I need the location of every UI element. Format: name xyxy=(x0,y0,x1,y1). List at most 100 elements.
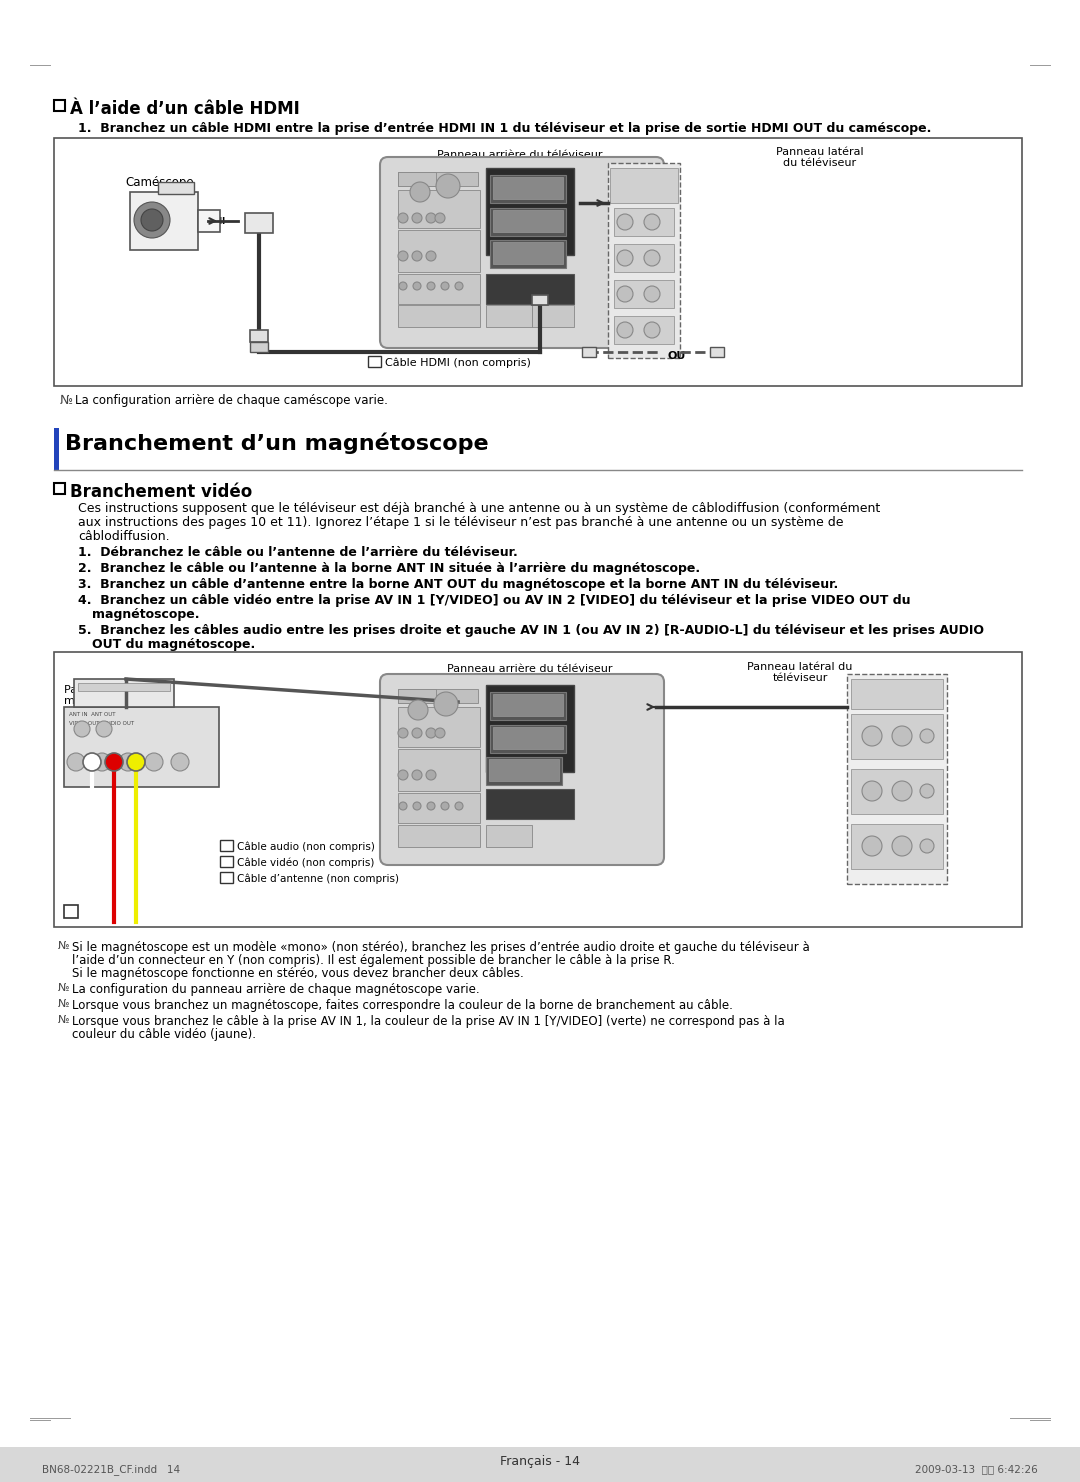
Text: COMPONENT IN: COMPONENT IN xyxy=(420,833,458,837)
Circle shape xyxy=(413,802,421,811)
Text: HDMI: HDMI xyxy=(200,216,225,225)
Text: COMPONENT IN: COMPONENT IN xyxy=(420,313,458,317)
Text: DIGITAL: DIGITAL xyxy=(499,828,518,833)
Text: 5: 5 xyxy=(221,840,227,851)
Circle shape xyxy=(426,213,436,222)
Circle shape xyxy=(134,202,170,239)
Text: VIDEO OUT  AUDIO OUT: VIDEO OUT AUDIO OUT xyxy=(69,722,134,726)
Text: 2.  Branchez le câble ou l’antenne à la borne ANT IN située à l’arrière du magné: 2. Branchez le câble ou l’antenne à la b… xyxy=(78,562,700,575)
Circle shape xyxy=(892,836,912,857)
Text: Ces instructions supposent que le téléviseur est déjà branché à une antenne ou à: Ces instructions supposent que le télévi… xyxy=(78,502,880,516)
Bar xyxy=(399,707,480,747)
Text: 4.  Branchez un câble vidéo entre la prise AV IN 1 [Y/VIDEO] ou AV IN 2 [VIDEO] : 4. Branchez un câble vidéo entre la pris… xyxy=(78,594,910,608)
Circle shape xyxy=(644,322,660,338)
Bar xyxy=(615,316,674,344)
Bar xyxy=(532,295,548,305)
Bar xyxy=(490,725,566,753)
Text: 2: 2 xyxy=(65,906,72,916)
Circle shape xyxy=(617,286,633,302)
Text: AUDIO: AUDIO xyxy=(408,691,426,695)
Text: AUDIO OUT: AUDIO OUT xyxy=(423,193,455,197)
Circle shape xyxy=(426,728,436,738)
Bar xyxy=(64,707,219,787)
Text: magnétoscope.: magnétoscope. xyxy=(92,608,200,621)
Text: OUT du magnétoscope.: OUT du magnétoscope. xyxy=(92,637,255,651)
Bar xyxy=(490,207,566,236)
Text: PC: PC xyxy=(456,173,462,178)
Bar xyxy=(490,692,566,720)
Text: HDMI IN: HDMI IN xyxy=(517,170,543,175)
Bar xyxy=(54,138,1022,385)
Circle shape xyxy=(399,771,408,780)
Text: Français - 14: Français - 14 xyxy=(500,1455,580,1469)
Bar xyxy=(490,175,566,203)
Bar xyxy=(0,1446,1080,1482)
Text: 3.  Branchez un câble d’antenne entre la borne ANT OUT du magnétoscope et la bor: 3. Branchez un câble d’antenne entre la … xyxy=(78,578,838,591)
Circle shape xyxy=(411,771,422,780)
Text: Si le magnétoscope fonctionne en stéréo, vous devez brancher deux câbles.: Si le magnétoscope fonctionne en stéréo,… xyxy=(72,966,524,980)
Bar xyxy=(75,679,174,707)
Text: Câble HDMI (non compris): Câble HDMI (non compris) xyxy=(384,357,531,368)
Circle shape xyxy=(920,729,934,742)
Text: Panneau arrière du téléviseur: Panneau arrière du téléviseur xyxy=(447,664,612,674)
Bar xyxy=(54,428,59,470)
Text: AUDIO OUT: AUDIO OUT xyxy=(496,833,523,837)
Circle shape xyxy=(892,726,912,745)
Text: Panneau arrière du téléviseur: Panneau arrière du téléviseur xyxy=(437,150,603,160)
Circle shape xyxy=(105,753,123,771)
Bar xyxy=(399,190,480,228)
Bar xyxy=(610,167,678,203)
Text: Câble vidéo (non compris): Câble vidéo (non compris) xyxy=(237,857,375,867)
Circle shape xyxy=(399,250,408,261)
Bar xyxy=(220,871,233,883)
Circle shape xyxy=(426,250,436,261)
Circle shape xyxy=(411,250,422,261)
Text: Branchement d’un magnétoscope: Branchement d’un magnétoscope xyxy=(65,433,488,455)
Bar xyxy=(54,99,65,111)
Text: 2009-03-13  오후 6:42:26: 2009-03-13 오후 6:42:26 xyxy=(915,1464,1038,1475)
Bar xyxy=(851,679,943,708)
Text: La configuration arrière de chaque caméscope varie.: La configuration arrière de chaque camés… xyxy=(75,394,388,408)
Bar xyxy=(582,347,596,357)
Bar xyxy=(486,757,562,785)
Text: téléviseur: téléviseur xyxy=(772,673,827,683)
Circle shape xyxy=(892,781,912,800)
Circle shape xyxy=(399,213,408,222)
Bar xyxy=(198,210,220,233)
Text: №: № xyxy=(58,941,69,951)
Text: AUDIO OUT: AUDIO OUT xyxy=(496,313,523,317)
Text: du téléviseur: du téléviseur xyxy=(783,159,856,167)
Circle shape xyxy=(411,728,422,738)
Bar xyxy=(492,728,563,748)
Circle shape xyxy=(455,282,463,290)
Circle shape xyxy=(441,802,449,811)
Text: 1: 1 xyxy=(369,357,375,368)
Circle shape xyxy=(119,753,137,771)
Bar xyxy=(492,242,563,264)
Circle shape xyxy=(920,839,934,854)
Bar xyxy=(64,906,78,917)
Circle shape xyxy=(435,728,445,738)
Text: Panneau latéral du: Panneau latéral du xyxy=(747,662,853,671)
Bar xyxy=(486,305,532,328)
Bar xyxy=(532,305,573,328)
Bar xyxy=(489,759,559,781)
Text: Lorsque vous branchez le câble à la prise AV IN 1, la couleur de la prise AV IN : Lorsque vous branchez le câble à la pris… xyxy=(72,1015,785,1029)
Circle shape xyxy=(75,722,90,737)
Text: IN AUDIO IN: IN AUDIO IN xyxy=(424,751,454,756)
Text: magnétoscope: magnétoscope xyxy=(64,697,147,707)
Circle shape xyxy=(399,728,408,738)
Bar xyxy=(608,163,680,359)
Bar xyxy=(54,652,1022,928)
Text: (OPTICAL): (OPTICAL) xyxy=(497,837,522,843)
Text: 5.  Branchez les câbles audio entre les prises droite et gauche AV IN 1 (ou AV I: 5. Branchez les câbles audio entre les p… xyxy=(78,624,984,637)
Bar xyxy=(54,483,65,494)
Text: EX LINK: EX LINK xyxy=(453,196,472,202)
Circle shape xyxy=(862,781,882,800)
Bar xyxy=(851,824,943,868)
Text: Branchement vidéo: Branchement vidéo xyxy=(70,483,253,501)
Circle shape xyxy=(408,700,428,720)
Bar xyxy=(486,825,532,848)
Bar xyxy=(486,274,573,304)
Bar xyxy=(368,356,381,368)
